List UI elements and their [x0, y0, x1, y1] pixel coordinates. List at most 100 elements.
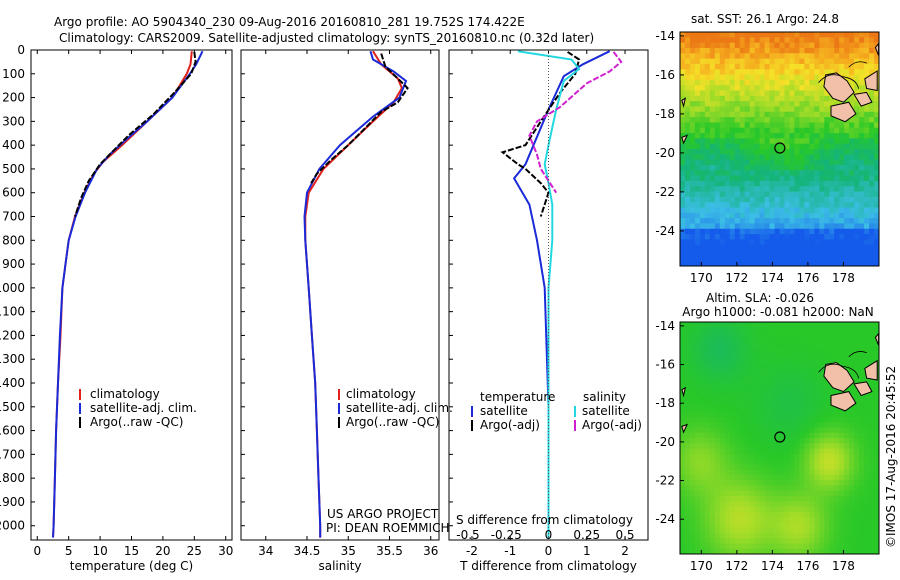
heatmap-cell [709, 63, 716, 70]
heatmap-cell [804, 58, 810, 65]
heatmap-cell [764, 138, 770, 145]
heatmap-cell [704, 453, 711, 460]
heatmap-cell [849, 79, 855, 86]
heatmap-cell [724, 501, 731, 507]
heatmap-cell [729, 448, 736, 455]
heatmap-cell [744, 411, 751, 418]
heatmap-cell [824, 234, 830, 240]
heatmap-cell [859, 234, 865, 240]
heatmap-cell [799, 164, 805, 171]
heatmap-cell [749, 239, 756, 246]
heatmap-cell [704, 85, 711, 91]
heatmap-cell [779, 374, 785, 381]
heatmap-cell [704, 127, 711, 134]
heatmap-cell [874, 501, 880, 507]
heatmap-cell [714, 348, 721, 355]
heatmap-cell [819, 63, 825, 70]
heatmap-cell [804, 480, 810, 486]
heatmap-cell [759, 406, 765, 413]
heatmap-cell [864, 170, 870, 176]
heatmap-cell [699, 348, 706, 355]
heatmap-cell [729, 191, 736, 198]
heatmap-cell [864, 53, 870, 59]
x-tick-label: 174 [761, 271, 784, 285]
heatmap-cell [769, 159, 775, 166]
y-tick-label: -16 [655, 68, 675, 82]
heatmap-cell [724, 164, 731, 171]
heatmap-cell [759, 443, 765, 449]
heatmap-cell [794, 385, 800, 391]
heatmap-cell [689, 332, 696, 339]
heatmap-cell [729, 427, 736, 434]
heatmap-cell [744, 37, 751, 44]
heatmap-cell [704, 175, 711, 182]
heatmap-cell [829, 32, 835, 38]
heatmap-cell [804, 90, 810, 97]
heatmap-cell [819, 411, 825, 418]
heatmap-cell [814, 58, 820, 65]
heatmap-cell [714, 469, 721, 476]
heatmap-cell [859, 244, 865, 251]
heatmap-cell [824, 490, 830, 497]
heatmap-cell [680, 228, 686, 235]
heatmap-cell [864, 260, 870, 267]
heatmap-cell [864, 401, 870, 407]
heatmap-cell [789, 532, 795, 539]
heatmap-cell [764, 212, 770, 219]
heatmap-cell [769, 337, 775, 344]
heatmap-cell [779, 133, 785, 139]
heatmap-cell [709, 106, 716, 113]
heatmap-cell [839, 411, 845, 418]
heatmap-cell [759, 69, 765, 75]
heatmap-cell [844, 164, 850, 171]
heatmap-cell [874, 548, 880, 555]
heatmap-cell [864, 207, 870, 214]
heatmap-cell [694, 202, 701, 208]
heatmap-cell [844, 506, 850, 513]
heatmap-cell [754, 527, 761, 534]
heatmap-cell [694, 138, 701, 145]
heatmap-cell [849, 543, 855, 550]
heatmap-cell [789, 58, 795, 65]
heatmap-cell [694, 527, 701, 534]
heatmap-cell [764, 532, 770, 539]
heatmap-cell [704, 79, 711, 86]
heatmap-cell [704, 422, 711, 428]
x-axis-label: salinity [318, 559, 361, 573]
heatmap-cell [844, 218, 850, 224]
heatmap-cell [684, 122, 691, 129]
heatmap-cell [784, 427, 790, 434]
heatmap-cell [849, 58, 855, 65]
heatmap-cell [809, 522, 815, 529]
heatmap-cell [764, 143, 770, 150]
heatmap-cell [839, 32, 845, 38]
heatmap-cell [854, 106, 860, 113]
heatmap-cell [714, 63, 721, 70]
heatmap-cell [749, 506, 756, 513]
heatmap-cell [859, 464, 865, 471]
heatmap-cell [779, 337, 785, 344]
heatmap-cell [680, 196, 686, 203]
heatmap-cell [824, 127, 830, 134]
heatmap-cell [754, 58, 761, 65]
heatmap-cell [714, 260, 721, 267]
heatmap-cell [784, 90, 790, 97]
heatmap-cell [819, 453, 825, 460]
heatmap-cell [849, 69, 855, 75]
heatmap-cell [704, 218, 711, 224]
heatmap-cell [739, 106, 746, 113]
heatmap-cell [869, 432, 875, 439]
heatmap-cell [854, 207, 860, 214]
series-line [52, 50, 204, 538]
heatmap-cell [709, 117, 716, 123]
heatmap-cell [829, 459, 835, 465]
heatmap-cell [809, 490, 815, 497]
heatmap-cell [724, 37, 731, 44]
heatmap-cell [680, 143, 686, 150]
heatmap-cell [709, 395, 716, 402]
heatmap-cell [739, 490, 746, 497]
heatmap-cell [714, 369, 721, 376]
heatmap-cell [794, 496, 800, 502]
heatmap-cell [834, 32, 840, 38]
heatmap-cell [839, 348, 845, 355]
